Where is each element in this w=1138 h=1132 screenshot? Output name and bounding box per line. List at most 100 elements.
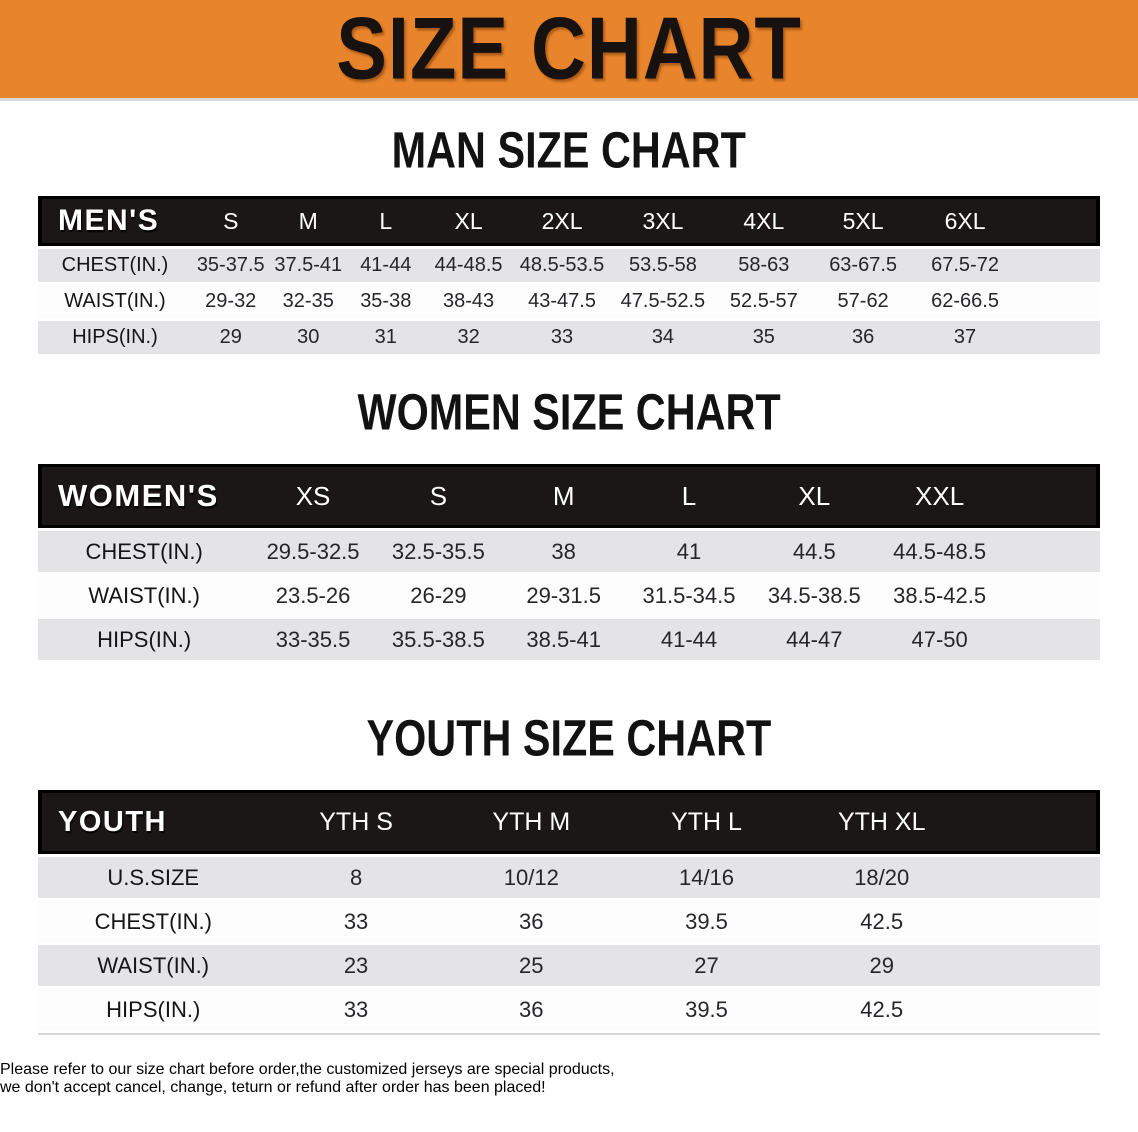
table-row-hips: HIPS(IN.) 33 36 39.5 42.5 (38, 989, 1100, 1030)
row-label: HIPS(IN.) (38, 619, 251, 660)
size-column-header: 3XL (611, 196, 715, 246)
size-value: 34.5-38.5 (751, 575, 877, 616)
women-section-heading-text: WOMEN SIZE CHART (357, 383, 781, 441)
size-value: 29 (794, 945, 970, 986)
women-section-heading: WOMEN SIZE CHART (0, 383, 1138, 441)
size-value: 31.5-34.5 (626, 575, 752, 616)
size-value: 39.5 (618, 901, 795, 942)
header-filler-cell (1017, 196, 1100, 246)
size-value: 29.5-32.5 (250, 531, 376, 572)
size-value: 27 (618, 945, 795, 986)
size-value: 41-44 (347, 249, 425, 282)
size-value: 33-35.5 (250, 619, 376, 660)
youth-section-heading-text: YOUTH SIZE CHART (366, 709, 772, 767)
disclaimer-line-2: we don't accept cancel, change, teturn o… (0, 1079, 546, 1096)
row-label: CHEST(IN.) (38, 531, 251, 572)
size-column-header: 2XL (512, 196, 612, 246)
size-value: 38-43 (424, 285, 513, 318)
size-value: 41-44 (626, 619, 752, 660)
table-row-waist: WAIST(IN.) 29-32 32-35 35-38 38-43 43-47… (38, 285, 1100, 318)
size-value: 48.5-53.5 (512, 249, 612, 282)
size-column-header: M (501, 464, 627, 528)
size-value: 29 (191, 321, 270, 354)
size-column-header: 4XL (714, 196, 814, 246)
women-table-header-row: WOMEN'S XS S M L XL XXL (38, 464, 1100, 528)
size-value: 52.5-57 (714, 285, 814, 318)
size-value: 58-63 (714, 249, 814, 282)
women-table-title-cell: WOMEN'S (38, 464, 251, 528)
row-label: HIPS(IN.) (38, 989, 269, 1030)
size-value: 23.5-26 (250, 575, 376, 616)
size-value: 35-38 (347, 285, 425, 318)
size-value: 36 (813, 321, 914, 354)
filler-cell (1017, 249, 1100, 282)
row-label: WAIST(IN.) (38, 945, 269, 986)
size-value: 38.5-41 (501, 619, 627, 660)
filler-cell (969, 945, 1100, 986)
row-label: WAIST(IN.) (38, 285, 192, 318)
table-row-chest: CHEST(IN.) 29.5-32.5 32.5-35.5 38 41 44.… (38, 531, 1100, 572)
size-column-header: M (269, 196, 348, 246)
table-row-chest: CHEST(IN.) 35-37.5 37.5-41 41-44 44-48.5… (38, 249, 1100, 282)
size-column-header: XXL (876, 464, 1003, 528)
size-value: 47.5-52.5 (611, 285, 715, 318)
filler-cell (969, 901, 1100, 942)
size-value: 42.5 (794, 989, 970, 1030)
size-value: 44-48.5 (424, 249, 513, 282)
filler-cell (969, 989, 1100, 1030)
youth-section: YOUTH SIZE CHART YOUTH YTH S YTH M YTH L… (0, 709, 1138, 1035)
size-value: 63-67.5 (813, 249, 914, 282)
size-value: 35-37.5 (191, 249, 270, 282)
size-value: 35 (714, 321, 814, 354)
size-value: 32-35 (269, 285, 348, 318)
filler-cell (1002, 531, 1100, 572)
size-value: 14/16 (618, 857, 795, 898)
size-value: 36 (443, 989, 619, 1030)
women-size-table: WOMEN'S XS S M L XL XXL CHEST(IN.) 29.5-… (38, 461, 1100, 663)
table-row-us-size: U.S.SIZE 8 10/12 14/16 18/20 (38, 857, 1100, 898)
size-value: 57-62 (813, 285, 914, 318)
size-column-header: YTH M (443, 790, 619, 854)
row-label: WAIST(IN.) (38, 575, 251, 616)
size-column-header: 6XL (913, 196, 1018, 246)
size-value: 31 (347, 321, 425, 354)
size-column-header: YTH XL (794, 790, 970, 854)
size-value: 67.5-72 (913, 249, 1018, 282)
size-value: 53.5-58 (611, 249, 715, 282)
size-value: 38.5-42.5 (876, 575, 1003, 616)
size-column-header: XS (250, 464, 376, 528)
size-value: 32.5-35.5 (375, 531, 502, 572)
size-value: 38 (501, 531, 627, 572)
filler-cell (1002, 619, 1100, 660)
women-section: WOMEN SIZE CHART WOMEN'S XS S M L XL XXL… (0, 383, 1138, 663)
men-section-heading: MAN SIZE CHART (0, 121, 1138, 179)
row-label: U.S.SIZE (38, 857, 269, 898)
table-row-hips: HIPS(IN.) 29 30 31 32 33 34 35 36 37 (38, 321, 1100, 354)
table-row-waist: WAIST(IN.) 23.5-26 26-29 29-31.5 31.5-34… (38, 575, 1100, 616)
filler-cell (969, 857, 1100, 898)
youth-size-table: YOUTH YTH S YTH M YTH L YTH XL U.S.SIZE … (38, 787, 1100, 1035)
size-value: 43-47.5 (512, 285, 612, 318)
size-column-header: 5XL (813, 196, 914, 246)
men-table-title-cell: MEN'S (38, 196, 192, 246)
table-row-waist: WAIST(IN.) 23 25 27 29 (38, 945, 1100, 986)
header-filler-cell (1002, 464, 1100, 528)
size-value: 37 (913, 321, 1018, 354)
size-value: 26-29 (375, 575, 502, 616)
size-value: 62-66.5 (913, 285, 1018, 318)
filler-cell (1002, 575, 1100, 616)
size-value: 10/12 (443, 857, 619, 898)
table-row-chest: CHEST(IN.) 33 36 39.5 42.5 (38, 901, 1100, 942)
banner-title: SIZE CHART (336, 0, 802, 98)
size-chart-banner: SIZE CHART (0, 0, 1138, 101)
header-filler-cell (969, 790, 1100, 854)
size-value: 29-32 (191, 285, 270, 318)
size-column-header: L (347, 196, 425, 246)
size-value: 37.5-41 (269, 249, 348, 282)
size-value: 42.5 (794, 901, 970, 942)
size-value: 44-47 (751, 619, 877, 660)
size-value: 41 (626, 531, 752, 572)
row-label: HIPS(IN.) (38, 321, 192, 354)
size-value: 18/20 (794, 857, 970, 898)
men-section-heading-text: MAN SIZE CHART (391, 121, 747, 179)
